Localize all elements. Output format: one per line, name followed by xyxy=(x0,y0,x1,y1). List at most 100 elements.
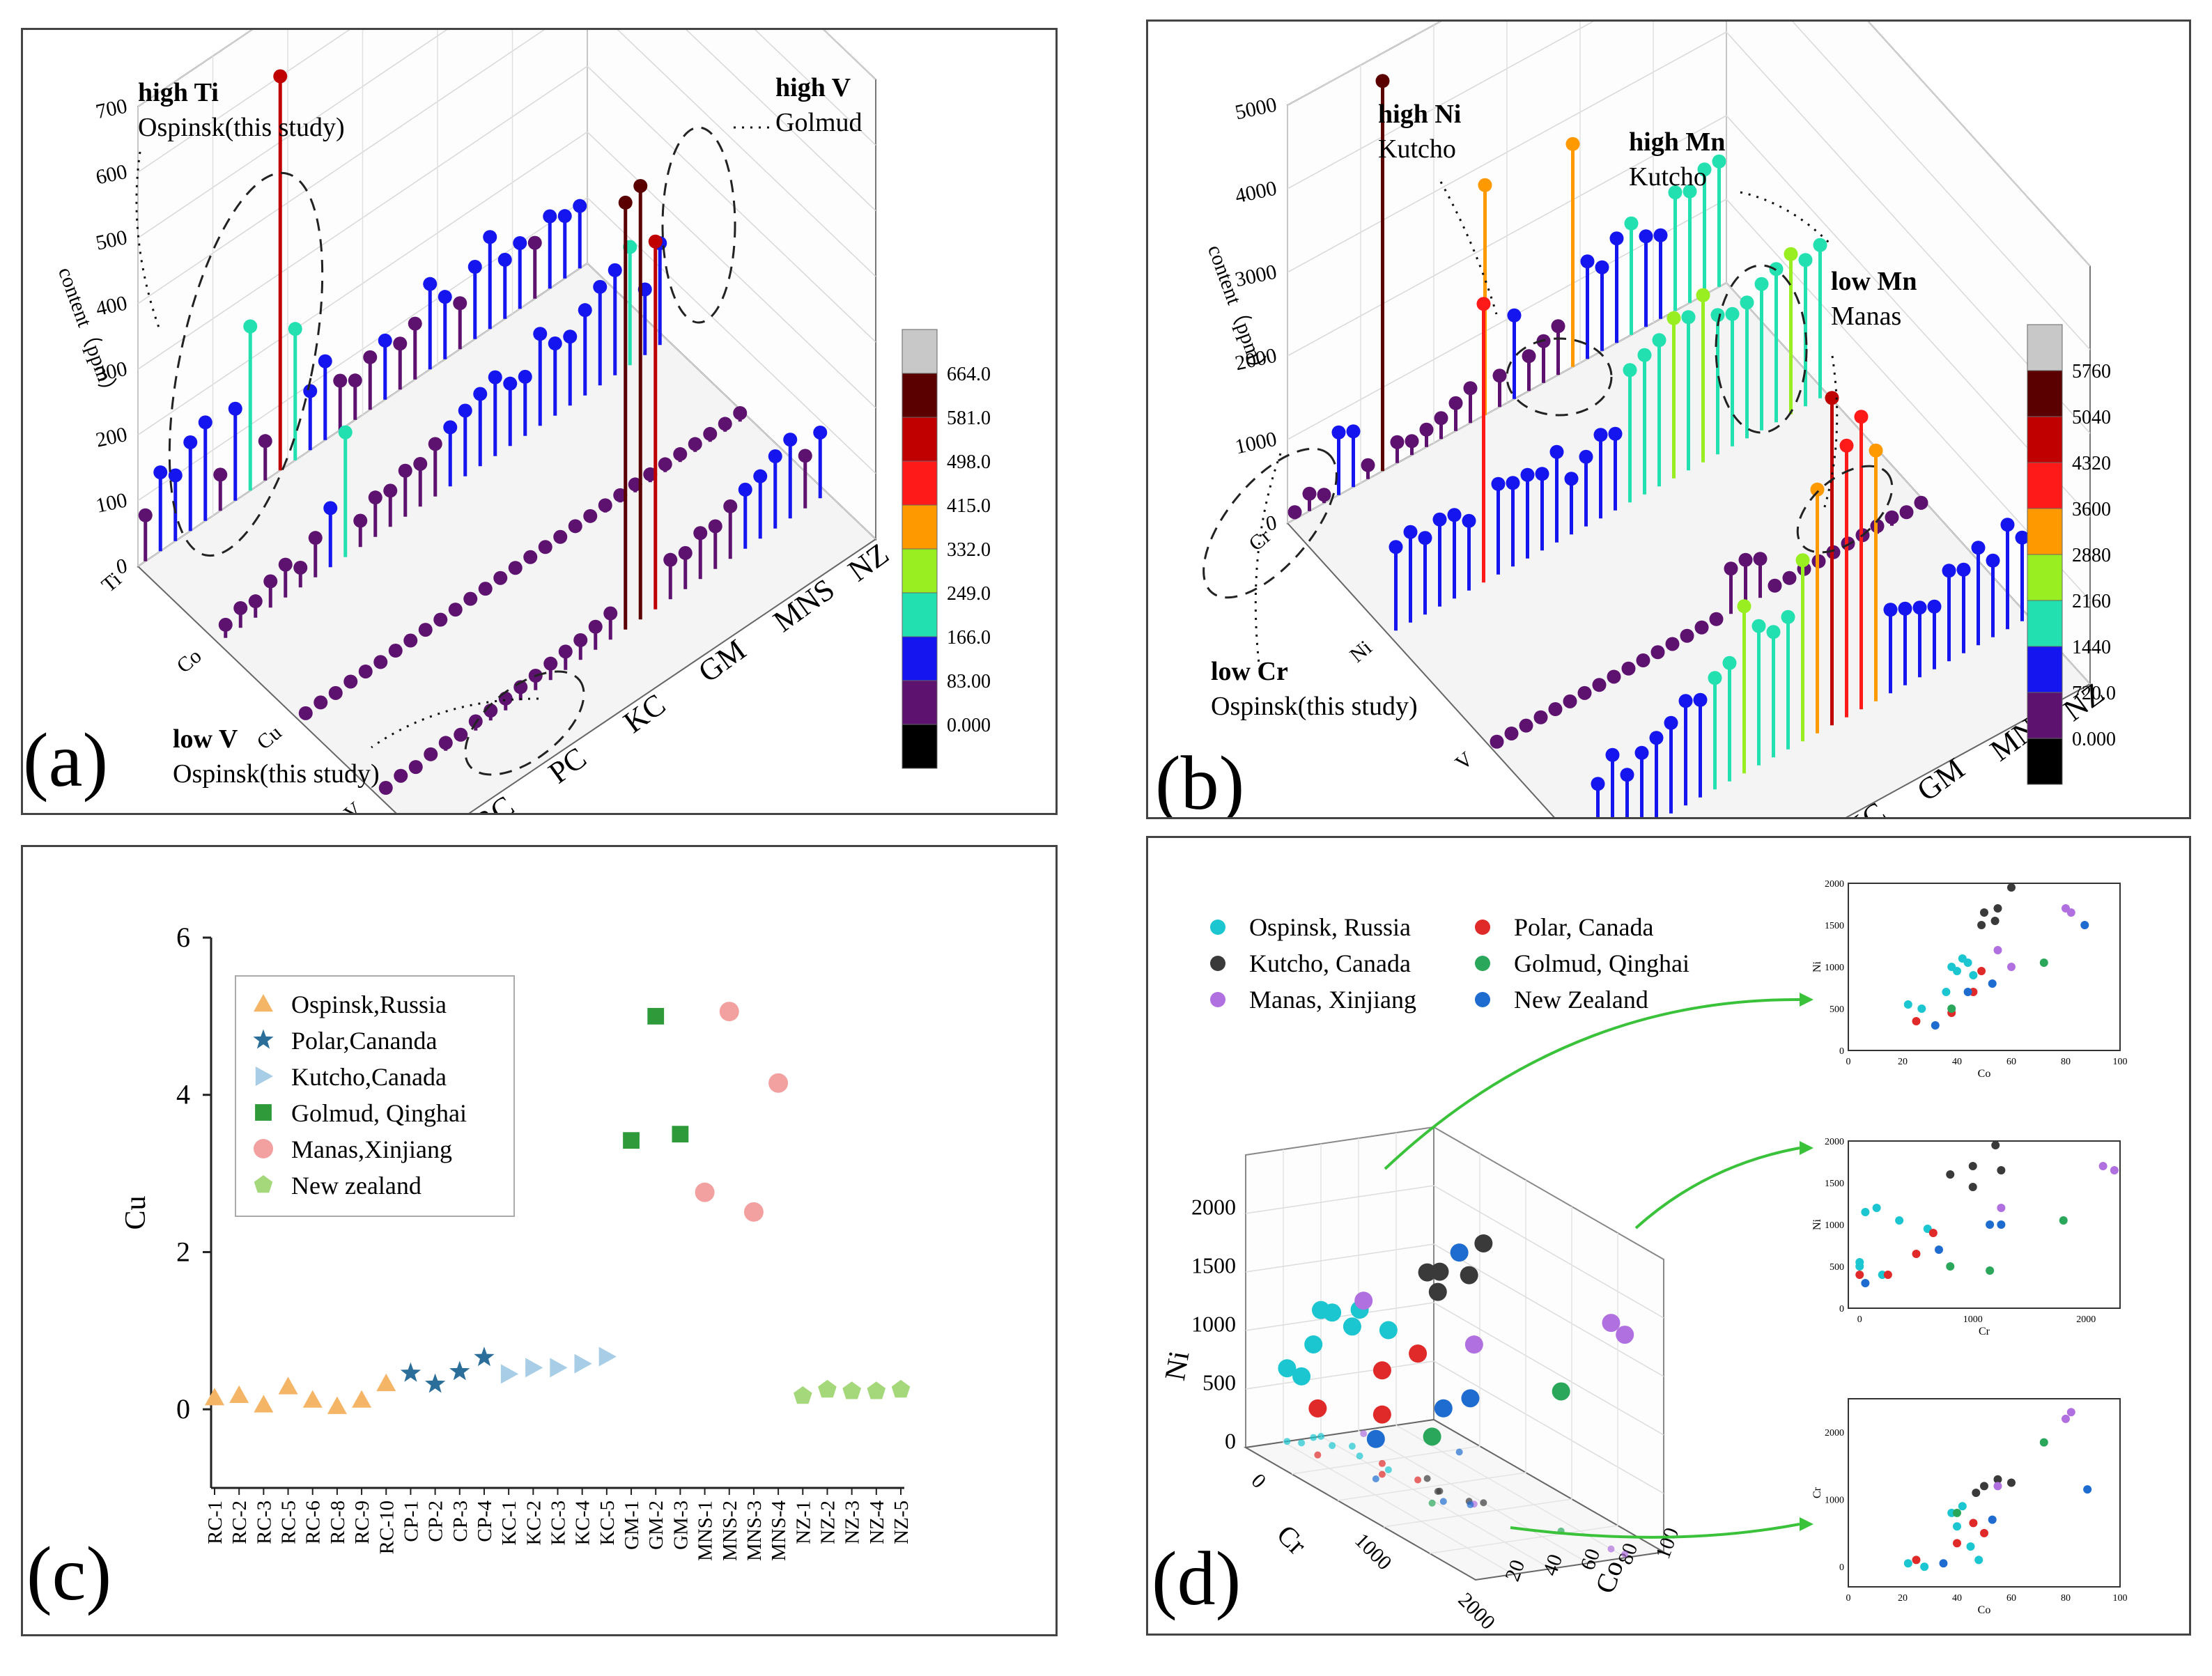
inset-y-tick-label: 1000 xyxy=(1825,963,1844,973)
stem-marker xyxy=(553,529,568,544)
annotation-title: high Ti xyxy=(138,78,219,107)
stem-marker xyxy=(1434,411,1448,426)
colorbar-tick-label: 498.0 xyxy=(947,451,991,473)
highlight-ellipse xyxy=(1202,447,1338,599)
connector-arrowhead xyxy=(1800,1141,1813,1155)
y-tick-label: 0 xyxy=(176,1393,190,1425)
stem-marker xyxy=(1708,671,1722,685)
stem-marker xyxy=(1665,637,1680,651)
stem-marker xyxy=(394,768,408,783)
inset-data-point xyxy=(1972,1489,1981,1497)
colorbar-tick-label: 2880 xyxy=(2072,545,2111,566)
z-tick-label: 100 xyxy=(94,488,130,518)
stem-marker xyxy=(1636,653,1650,668)
stem-marker xyxy=(1564,472,1579,486)
stem-marker xyxy=(263,574,278,589)
inset-data-point xyxy=(1990,917,2000,925)
stem-marker xyxy=(233,600,248,615)
panel-b: 010002000300040005000content（ppm）CrNiVMn… xyxy=(1146,0,2191,928)
colorbar-segment xyxy=(902,724,938,769)
z-tick-label: 500 xyxy=(1202,1370,1236,1395)
colorbar-segment xyxy=(902,636,938,681)
stem-marker xyxy=(753,469,768,483)
z-tick-label: 2000 xyxy=(1191,1195,1236,1220)
colorbar-segment xyxy=(2027,416,2063,463)
inset-data-point xyxy=(1997,1220,2006,1229)
inset-data-point xyxy=(1977,967,1986,975)
floor-projection xyxy=(1455,1448,1463,1456)
stem-marker xyxy=(573,633,588,647)
data-point xyxy=(1450,1243,1469,1262)
stem-marker xyxy=(1577,685,1592,700)
colorbar-segment xyxy=(902,460,938,506)
stem-marker xyxy=(393,336,408,351)
stem-marker xyxy=(1595,260,1609,274)
y-tick-label: 6 xyxy=(176,922,190,953)
data-point xyxy=(891,1379,911,1398)
stem-marker xyxy=(543,656,558,671)
stem-marker xyxy=(503,376,518,391)
floor-projection xyxy=(1372,1475,1379,1483)
inset-data-point xyxy=(1912,1017,1921,1025)
stem-marker xyxy=(508,561,523,575)
floor-projection xyxy=(1414,1476,1422,1484)
inset-data-point xyxy=(1946,1262,1955,1271)
stem-marker xyxy=(1650,645,1665,660)
colorbar-tick-label: 0.000 xyxy=(947,715,991,736)
stem-marker xyxy=(1535,467,1549,481)
inset-data-point xyxy=(2098,1162,2107,1170)
colorbar-tick-label: 5760 xyxy=(2072,361,2111,382)
x-tick-label: CP-4 xyxy=(474,1500,496,1542)
floor-projection xyxy=(1378,1471,1386,1478)
stem-marker xyxy=(473,387,488,401)
stem-marker xyxy=(228,401,242,416)
data-point xyxy=(425,1373,446,1393)
floor-projection xyxy=(1439,1498,1447,1505)
legend-label: Polar,Cananda xyxy=(291,1027,438,1055)
inset-data-point xyxy=(1953,1539,1961,1548)
z-tick-label: 500 xyxy=(94,226,130,255)
colorbar-tick-label: 720.0 xyxy=(2072,683,2116,704)
x-tick-label: CP-2 xyxy=(425,1500,447,1542)
data-point xyxy=(818,1379,837,1398)
stem-marker xyxy=(438,290,452,304)
data-point xyxy=(1409,1344,1428,1363)
x-tick-label: RC-10 xyxy=(376,1500,398,1554)
stem-marker xyxy=(1403,525,1418,539)
element-axis-label: Ni xyxy=(1345,636,1376,667)
element-axis-label: Cu xyxy=(252,721,286,754)
x-tick-label: KC-5 xyxy=(596,1500,619,1545)
data-point xyxy=(695,1182,715,1202)
data-point xyxy=(1474,1234,1493,1252)
stem-marker xyxy=(558,644,573,659)
annotation-title: high Ni xyxy=(1378,100,1461,129)
stem-marker xyxy=(1810,482,1825,497)
stem-marker xyxy=(1737,599,1751,614)
stem-marker xyxy=(618,195,633,210)
inset-data-point xyxy=(1861,1279,1870,1287)
stem-marker xyxy=(533,327,548,341)
x-tick-label: RC-1 xyxy=(204,1500,226,1544)
colorbar-tick-label: 3600 xyxy=(2072,499,2111,520)
inset-data-point xyxy=(1986,1220,1995,1229)
inset-data-point xyxy=(1855,1271,1864,1279)
stem-marker xyxy=(1885,510,1899,525)
inset-data-point xyxy=(1988,1515,1997,1524)
stem-marker xyxy=(578,303,592,318)
colorbar-tick-label: 249.0 xyxy=(947,583,991,605)
inset-frame xyxy=(1848,1140,2121,1309)
annotation-text: Ospinsk(this study) xyxy=(173,759,380,789)
inset-data-point xyxy=(1993,1482,2002,1491)
stem-marker xyxy=(1869,443,1883,458)
stem-marker xyxy=(1507,308,1522,323)
stem-marker xyxy=(273,69,288,84)
data-point xyxy=(743,1202,764,1222)
inset-data-point xyxy=(1968,1183,1977,1191)
stem-marker xyxy=(693,526,708,541)
inset-x-tick-label: 80 xyxy=(2061,1593,2071,1604)
stem-marker xyxy=(1287,505,1302,520)
x-tick-label: CP-3 xyxy=(449,1500,472,1542)
stem-marker xyxy=(378,333,392,348)
inset-data-point xyxy=(1974,1555,1983,1565)
inset-data-point xyxy=(1966,1542,1975,1551)
